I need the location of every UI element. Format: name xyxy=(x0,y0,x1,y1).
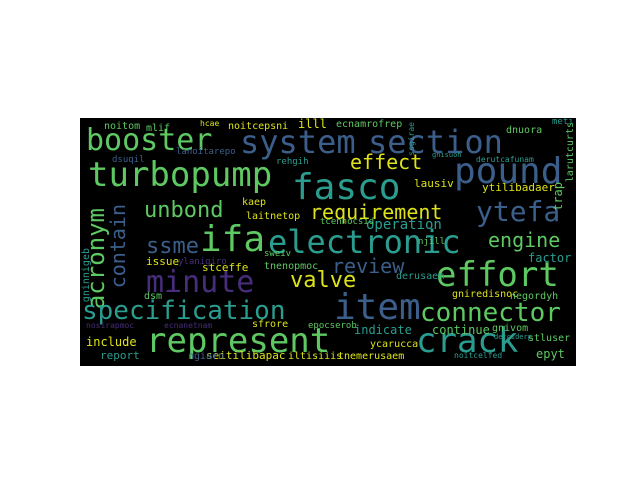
word-trap: trap xyxy=(551,182,565,211)
word-derutcafunam: derutcafunam xyxy=(476,155,534,164)
word-gniredisnoc: gniredisnoc xyxy=(452,289,519,300)
word-operation: operation xyxy=(366,217,442,233)
word-indicate: indicate xyxy=(354,323,412,337)
word-laitnetop: laitnetop xyxy=(246,211,301,222)
word-nosirapmoc: nosirapmoc xyxy=(86,321,135,330)
word-booster: booster xyxy=(86,123,213,158)
word-stluser: stluser xyxy=(528,333,571,344)
word-noitcelfed: noitcelfed xyxy=(454,351,503,360)
word-include: include xyxy=(86,335,137,349)
word-factor: factor xyxy=(528,251,572,265)
word-stceffe: stceffe xyxy=(202,261,249,274)
word-njill: njill xyxy=(418,237,446,247)
word-tnenopmoc: tnenopmoc xyxy=(264,261,319,272)
word-continue: continue xyxy=(432,323,490,337)
word-meti: meti xyxy=(552,118,574,127)
word-larutcurts: larutcurts xyxy=(565,122,576,183)
word-ytefa: ytefa xyxy=(476,195,561,228)
word-ycarucca: ycarucca xyxy=(370,339,419,350)
word-iltisiiis: iltisiiis xyxy=(288,351,343,362)
word-review: review xyxy=(332,254,405,278)
word-effort: effort xyxy=(436,255,559,295)
word-crack: crack xyxy=(416,321,519,361)
word-detciderp: detciderp xyxy=(494,333,532,341)
word-ecnanetnam: ecnanetnam xyxy=(164,321,213,330)
word-ssgirae: ssgirae xyxy=(407,122,416,156)
word-seitilibapac: seitilibapac xyxy=(206,349,286,362)
word-requirement: requirement xyxy=(310,200,443,224)
word-gnivom: gnivom xyxy=(492,323,529,334)
word-dsuqil: dsuqil xyxy=(112,155,145,165)
word-contain: contain xyxy=(106,204,130,289)
word-rehgih: rehgih xyxy=(276,157,309,167)
word-ssme: ssme xyxy=(146,234,199,259)
word-ylanigiro: ylanigiro xyxy=(178,257,227,267)
word-represent: represent xyxy=(146,321,331,361)
word-specification: specification xyxy=(82,296,286,326)
word-ifa: ifa xyxy=(200,219,266,260)
word-valve: valve xyxy=(290,268,357,293)
word-mlif: mlif xyxy=(146,123,171,134)
word-dnuora: dnuora xyxy=(506,125,543,136)
word-noitcepsni: noitcepsni xyxy=(228,121,289,132)
word-lanoitarepo: lanoitarepo xyxy=(176,147,236,157)
word-kaep: kaep xyxy=(242,197,267,208)
word-ngiarn: ngiarn xyxy=(188,351,225,362)
word-epyt: epyt xyxy=(536,347,565,361)
word-dsm: dsm xyxy=(144,291,163,302)
word-item: item xyxy=(334,287,421,328)
word-illl: illl xyxy=(298,118,327,131)
word-minute: minute xyxy=(146,265,255,300)
word-ecnamrofrep: ecnamrofrep xyxy=(336,119,403,130)
word-sweiv: sweiv xyxy=(264,249,292,259)
word-electronic: electronic xyxy=(268,223,461,261)
word-gninnigeb: gninnigeb xyxy=(81,248,92,303)
word-noitom: noitom xyxy=(104,121,141,132)
word-system: system xyxy=(240,123,356,161)
word-effect: effect xyxy=(350,150,423,174)
word-ytilibadaer: ytilibadaer xyxy=(482,181,555,194)
word-lausiv: lausiv xyxy=(414,177,454,190)
word-fasco: fasco xyxy=(292,167,401,208)
word-pound: pound xyxy=(454,151,563,192)
word-cloud: booster system section turbopump fasco p… xyxy=(80,118,576,366)
word-unbond: unbond xyxy=(144,198,224,223)
word-turbopump: turbopump xyxy=(88,155,273,195)
word-tnemerusaem: tnemerusaem xyxy=(338,351,405,362)
word-negordyh: negordyh xyxy=(510,291,559,302)
word-engine: engine xyxy=(488,228,561,252)
word-sfrore: sfrore xyxy=(252,319,289,330)
word-connector: connector xyxy=(420,298,561,328)
word-issue: issue xyxy=(146,255,180,268)
word-epocserob: epocserob xyxy=(308,321,357,331)
word-hcae: hcae xyxy=(200,119,220,128)
word-gnisuoh: gnisuoh xyxy=(432,151,462,159)
word-tcennocsid: tcennocsid xyxy=(320,217,375,227)
word-report: report xyxy=(100,349,140,362)
word-section: section xyxy=(368,123,503,161)
word-derusaem: derusaem xyxy=(396,271,445,282)
